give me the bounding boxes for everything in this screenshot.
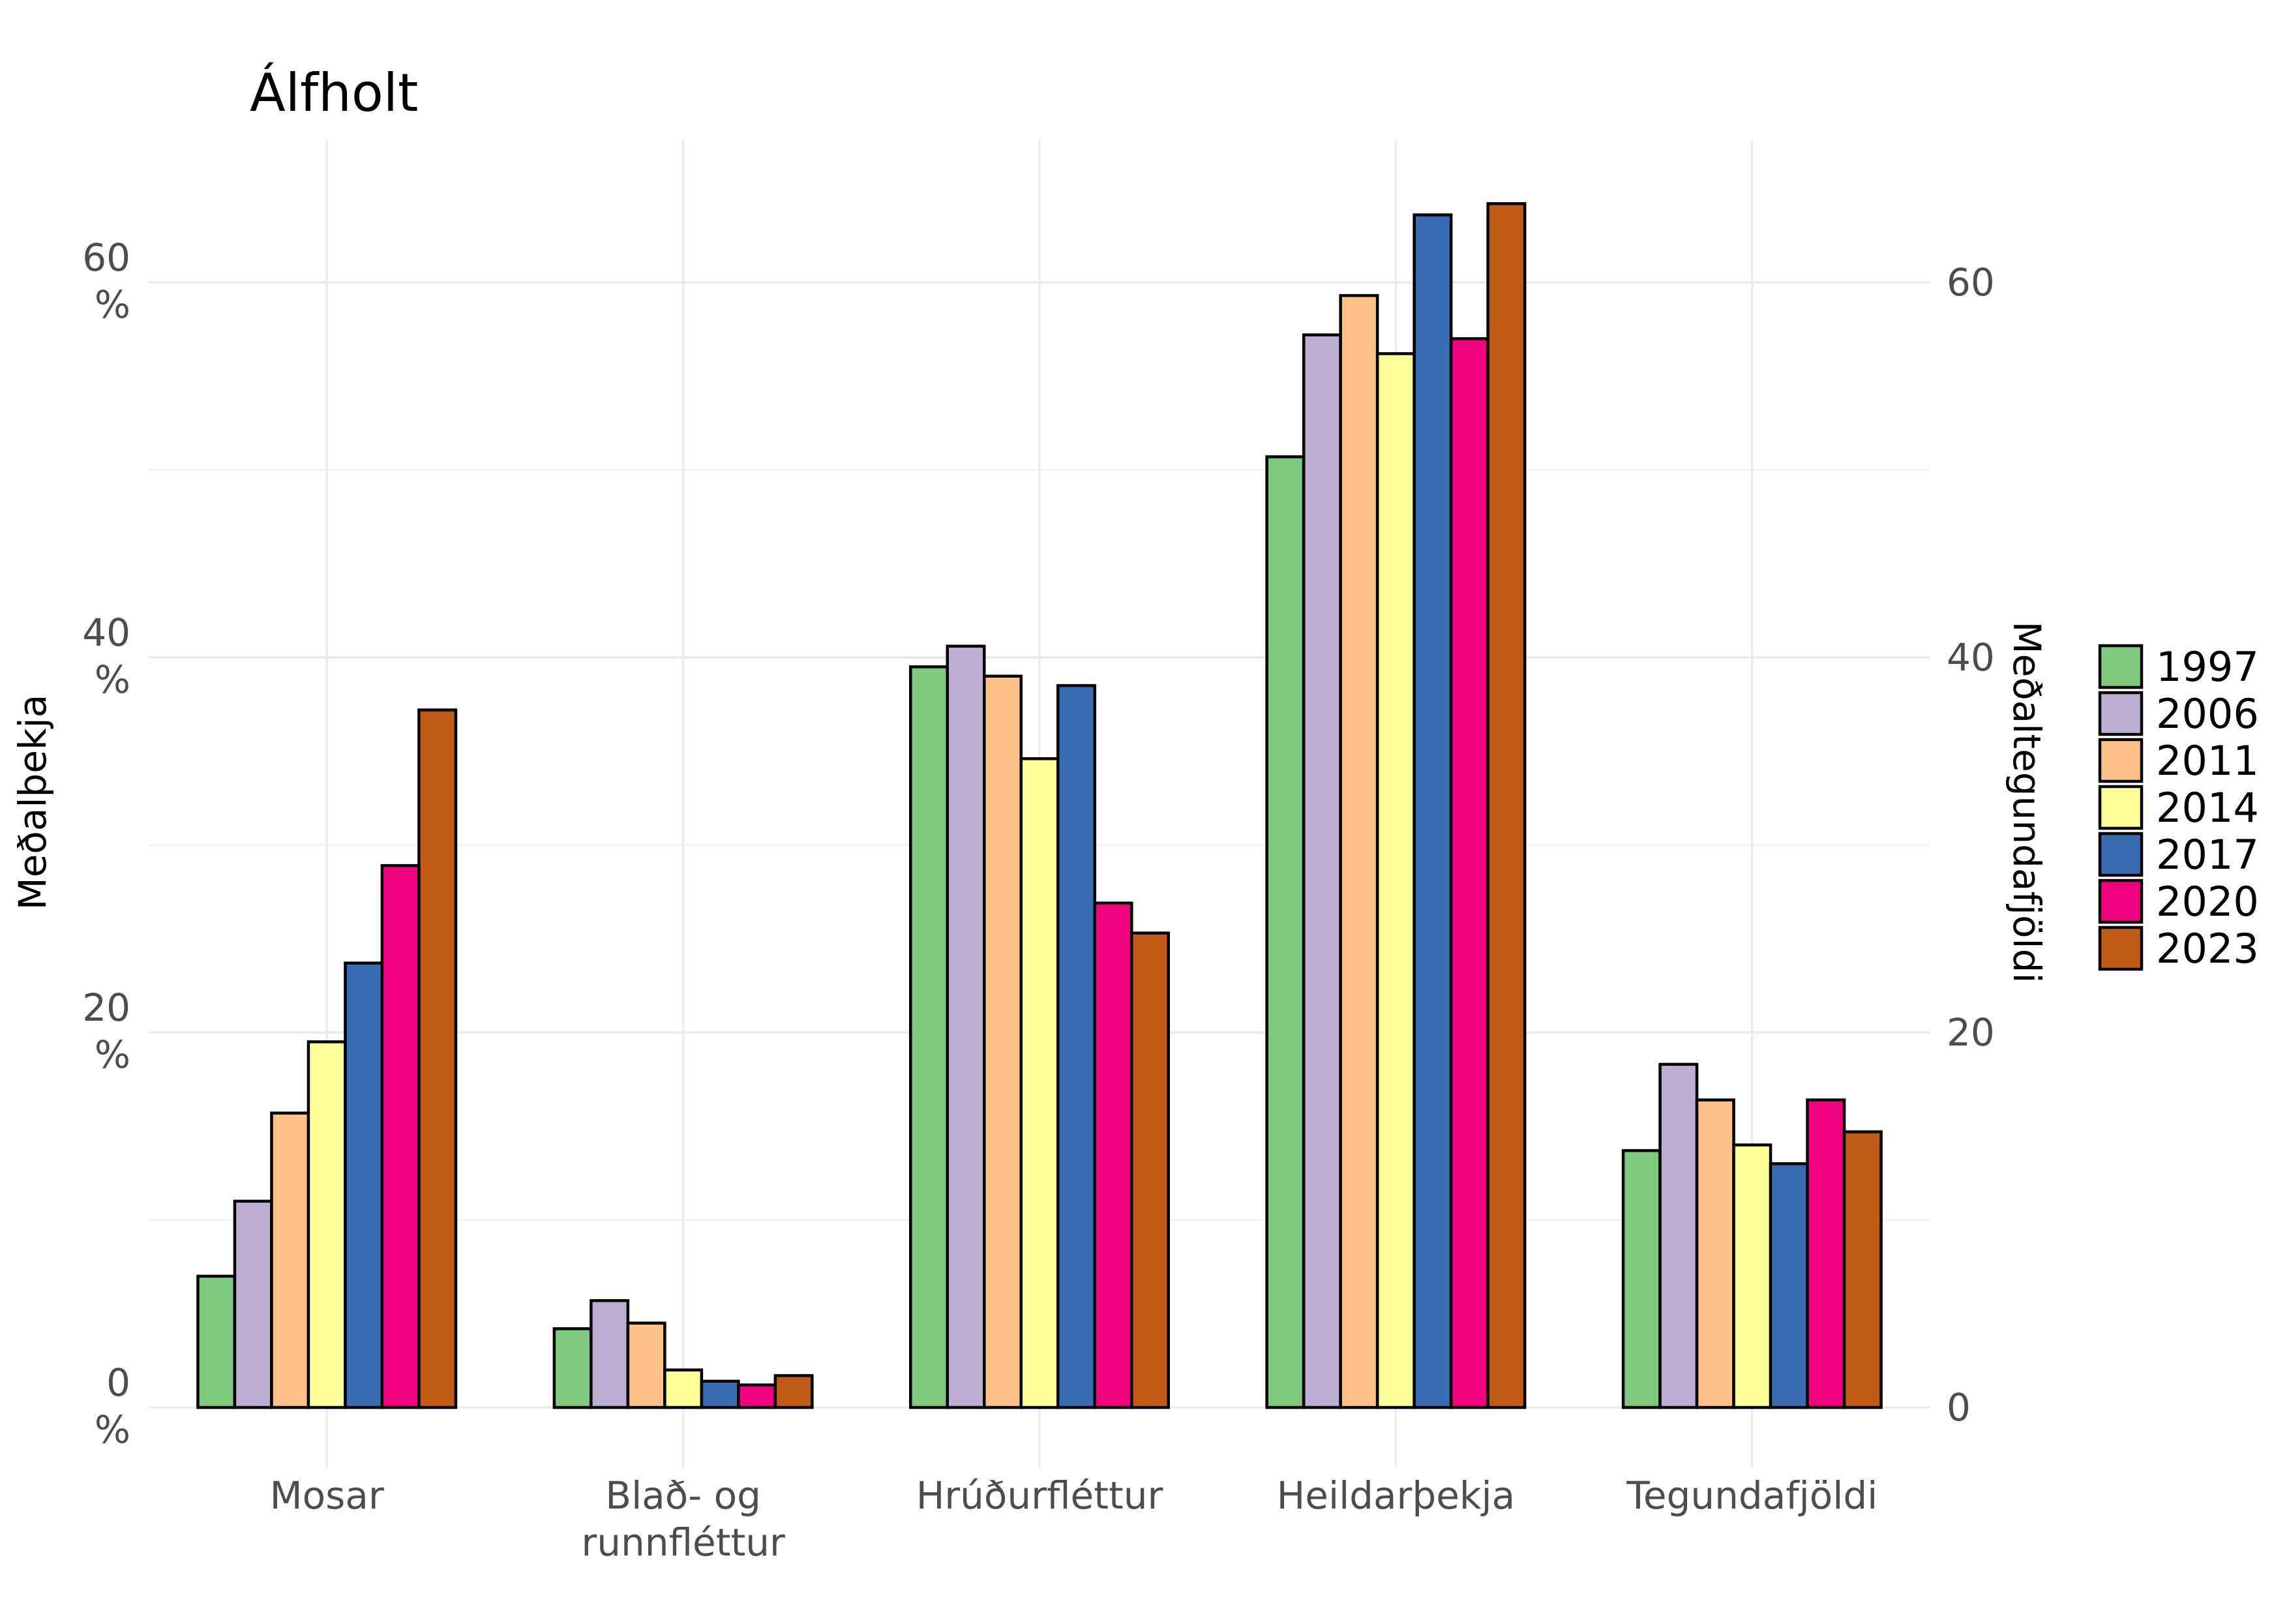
y-axis-right-ticks: 0 20 40 60: [1947, 260, 1995, 1430]
y-tick-label-left: 40%: [82, 610, 130, 702]
y-tick-label-left: 20%: [82, 985, 130, 1077]
legend-label-2020: 2020: [2156, 878, 2259, 925]
x-tick-label: Mosar: [270, 1473, 384, 1518]
bar-2017: [1769, 1162, 1809, 1409]
bar-2006: [1658, 1062, 1699, 1409]
x-tick-label: Tegundafjöldi: [1626, 1473, 1878, 1518]
legend-key-2011: [2098, 738, 2144, 783]
legend-key-2020: [2098, 879, 2144, 924]
y-axis-title-left: Meðalþekja: [10, 695, 55, 910]
x-tick-label: Heildarþekja: [1277, 1473, 1515, 1518]
bar-2020: [1449, 337, 1489, 1409]
bar-1997: [909, 665, 949, 1409]
bar-2017: [344, 961, 384, 1409]
legend-label-2014: 2014: [2156, 784, 2259, 832]
bar-2014: [1019, 757, 1060, 1409]
legend-label-2006: 2006: [2156, 690, 2259, 738]
y-tick-line: %: [95, 1407, 130, 1452]
y-tick-label-right: 60: [1947, 260, 1995, 305]
y-axis-title-right: Meðaltegundafjöldi: [2005, 621, 2049, 983]
bar-1997: [552, 1327, 593, 1409]
y-tick-label-right: 20: [1947, 1010, 1995, 1055]
y-tick-line: %: [95, 282, 130, 327]
bar-2011: [1339, 293, 1379, 1409]
bar-2020: [1093, 901, 1133, 1409]
legend-label-2017: 2017: [2156, 831, 2259, 879]
bar-2023: [773, 1374, 814, 1409]
y-tick-label-left: 60%: [82, 235, 130, 327]
bar-2011: [1695, 1098, 1735, 1409]
x-tick-label: Blað- og runnfléttur: [581, 1473, 785, 1565]
x-tick-line: runnfléttur: [581, 1520, 785, 1565]
x-tick-label: Hrúðurfléttur: [916, 1473, 1163, 1518]
y-tick-line: 0: [106, 1361, 130, 1405]
bar-2006: [233, 1199, 273, 1409]
bar-2011: [626, 1321, 666, 1409]
bar-2023: [417, 708, 458, 1409]
bar-2011: [983, 674, 1023, 1409]
bar-2020: [1806, 1098, 1846, 1409]
chart-title: Álfholt: [250, 62, 418, 123]
x-tick-line: Mosar: [270, 1473, 384, 1518]
y-tick-line: 20: [82, 985, 130, 1030]
y-tick-line: %: [95, 1032, 130, 1077]
y-axis-left-ticks: 0 %20 %40 %60%: [82, 235, 130, 1452]
x-axis-ticks: Mosar Blað- og runnfléttur Hrúðurfléttur Hei…: [270, 1473, 1878, 1565]
bar-1997: [1621, 1149, 1662, 1409]
legend-key-2014: [2098, 785, 2144, 830]
bar-2014: [1732, 1143, 1773, 1409]
y-tick-line: %: [95, 657, 130, 702]
legend-key-1997: [2098, 644, 2144, 689]
bar-2023: [1842, 1130, 1883, 1409]
x-tick-line: Blað- og: [605, 1473, 761, 1518]
y-tick-line: 60: [82, 235, 130, 280]
legend-label-1997: 1997: [2156, 643, 2259, 691]
y-tick-label-right: 0: [1947, 1385, 1971, 1430]
legend-key-2023: [2098, 925, 2144, 971]
bar-1997: [196, 1274, 237, 1409]
bar-2017: [1056, 684, 1096, 1409]
x-tick-line: Heildarþekja: [1277, 1473, 1515, 1518]
bar-2017: [700, 1379, 740, 1409]
bar-2020: [380, 864, 421, 1409]
bar-2006: [946, 644, 986, 1409]
legend-key-2017: [2098, 832, 2144, 877]
x-tick-line: Hrúðurfléttur: [916, 1473, 1163, 1518]
bar-2014: [307, 1040, 347, 1409]
legend-key-2006: [2098, 691, 2144, 736]
legend-label-2011: 2011: [2156, 737, 2259, 785]
legend-label-2023: 2023: [2156, 925, 2259, 972]
bars: [196, 202, 1883, 1409]
bar-2014: [1375, 352, 1416, 1409]
bar-2020: [737, 1383, 777, 1409]
x-tick-line: Tegundafjöldi: [1626, 1473, 1878, 1518]
bar-2006: [1302, 333, 1342, 1409]
bar-2011: [270, 1111, 310, 1409]
bar-2014: [663, 1368, 704, 1409]
bar-2017: [1413, 213, 1453, 1409]
bar-2023: [1130, 931, 1170, 1409]
y-tick-line: 40: [82, 610, 130, 655]
y-tick-label-right: 40: [1947, 635, 1995, 680]
y-tick-label-left: 0%: [95, 1361, 130, 1452]
bar-2023: [1486, 202, 1527, 1409]
bar-2006: [590, 1299, 630, 1409]
bar-1997: [1265, 455, 1306, 1409]
